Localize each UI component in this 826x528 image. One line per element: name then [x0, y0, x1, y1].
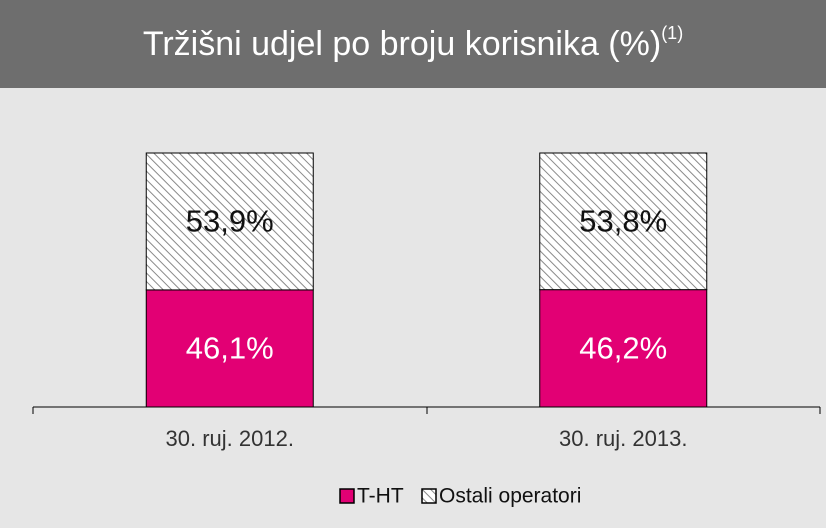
x-tick-label: 30. ruj. 2012. [166, 426, 294, 451]
legend-label: Ostali operatori [439, 485, 581, 508]
bar-segment [539, 152, 708, 291]
chart-title: Tržišni udjel po broju korisnika (%) [143, 25, 661, 63]
legend-swatch [421, 488, 437, 504]
legend-label: T-HT [357, 485, 404, 508]
title-superscript: (1) [661, 23, 683, 43]
value-label: 53,9% [186, 204, 274, 239]
value-label: 46,2% [579, 331, 667, 366]
legend-swatch [339, 488, 355, 504]
bar-segment [145, 152, 314, 291]
bar-segment [539, 289, 708, 408]
x-tick-label: 30. ruj. 2013. [559, 426, 687, 451]
value-label: 46,1% [186, 331, 274, 366]
header-bar [0, 0, 826, 88]
value-label: 53,8% [579, 204, 667, 239]
chart-title-group: Tržišni udjel po broju korisnika (%)(1) [143, 23, 683, 63]
